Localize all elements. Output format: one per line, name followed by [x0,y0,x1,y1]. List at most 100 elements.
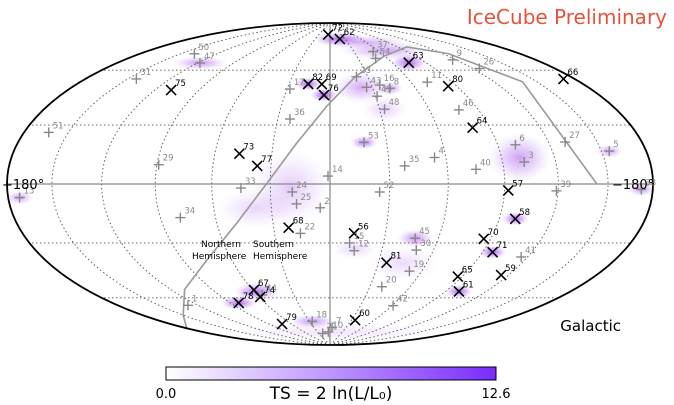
event-10-label: 10 [332,321,343,331]
event-47-label: 47 [204,52,215,62]
watermark-text: IceCube Preliminary [467,5,667,29]
event-25-label: 25 [301,193,312,203]
event-48: 48 [379,98,399,115]
event-74: 74 [254,286,275,303]
event-47: 47 [194,52,215,68]
event-80-marker-b [442,80,454,92]
event-14-label: 14 [332,165,343,175]
event-65: 65 [452,266,473,283]
event-74-label: 74 [264,286,275,296]
event-7-label: 7 [336,316,341,326]
event-57-marker-b [502,184,514,197]
event-70: 70 [478,228,499,245]
southern-label-1: Southern [253,240,294,250]
event-73-marker-b [233,148,245,160]
event-16-label: 16 [384,74,395,84]
event-60-marker-b [349,314,361,326]
event-6-label: 6 [519,134,524,144]
event-33: 33 [235,177,256,194]
event-74-marker-b [254,291,266,303]
event-56-marker-b [348,227,360,239]
event-62-label: 62 [344,28,355,38]
event-41-label: 41 [525,246,536,256]
event-64-label: 64 [477,117,488,127]
event-61: 61 [453,280,474,297]
event-60-label: 60 [359,309,370,319]
event-67-label: 67 [258,279,269,289]
colorbar [165,366,497,381]
event-56: 56 [348,222,369,239]
event-12: 12 [349,240,369,256]
event-70-marker-b [478,233,490,245]
event-76-label: 76 [328,84,339,94]
event-50: 50 [189,43,209,59]
event-22: 22 [295,222,315,239]
event-27: 27 [560,131,580,147]
event-69-marker-b [316,78,328,90]
event-31: 31 [131,68,151,84]
event-75: 75 [165,79,186,96]
event-42-label: 42 [397,295,408,305]
event-15-label: 15 [354,232,365,242]
event-20-label: 20 [386,276,397,286]
event-66: 66 [557,68,578,85]
event-34-label: 34 [184,207,195,217]
event-21-label: 21 [327,323,338,333]
event-68-marker-b [283,222,295,234]
event-4: 4 [429,147,444,163]
event-60: 60 [349,309,370,326]
event-43: 43 [361,76,381,93]
event-11-label: 11 [431,71,442,81]
event-71-marker-b [487,246,499,258]
event-46: 46 [453,99,474,115]
event-65-label: 65 [462,266,473,276]
event-16: 16 [374,74,395,91]
event-64: 64 [467,117,488,134]
event-80-label: 80 [452,75,463,85]
event-52-label: 52 [384,181,395,191]
event-21: 21 [317,323,338,339]
event-81: 81 [380,252,401,269]
event-23: 23 [351,66,371,82]
event-13: 13 [14,187,34,203]
event-58-label: 58 [519,208,530,218]
event-23-label: 23 [360,66,371,76]
event-54-label: 54 [380,47,391,57]
event-64-marker-b [467,122,479,134]
southern-label-2: Hemisphere [253,252,308,262]
event-52: 52 [374,181,395,197]
event-71: 71 [487,241,507,258]
event-8-label: 8 [394,77,399,87]
event-46-label: 46 [463,99,474,109]
event-31-label: 31 [140,68,151,78]
event-63: 63 [403,52,424,69]
event-76-marker-b [318,89,330,101]
event-72: 72 [322,24,343,41]
event-77-marker-b [251,160,263,172]
event-17-label: 17 [294,78,305,88]
event-4-label: 4 [439,147,444,157]
event-41: 41 [516,246,536,262]
event-79-label: 79 [286,313,297,323]
event-69: 69 [316,73,337,90]
event-65-marker-b [452,270,464,283]
event-34: 34 [175,207,195,223]
event-50-label: 50 [198,43,209,53]
event-82: 82 [302,73,323,90]
galactic-plane-curve [182,46,598,331]
event-3: 3 [519,151,534,168]
event-51-label: 51 [53,121,64,131]
event-57-label: 57 [512,180,523,190]
event-73: 73 [233,143,254,160]
event-40-label: 40 [480,158,491,168]
event-18: 18 [307,310,327,327]
event-15: 15 [344,232,365,248]
event-80: 80 [442,75,463,92]
colorbar-min-label: 0.0 [156,387,177,402]
event-42: 42 [388,295,408,311]
event-9: 9 [447,49,462,65]
event-35-label: 35 [409,155,420,165]
event-39-label: 39 [560,180,571,190]
event-3-label: 3 [528,151,533,161]
